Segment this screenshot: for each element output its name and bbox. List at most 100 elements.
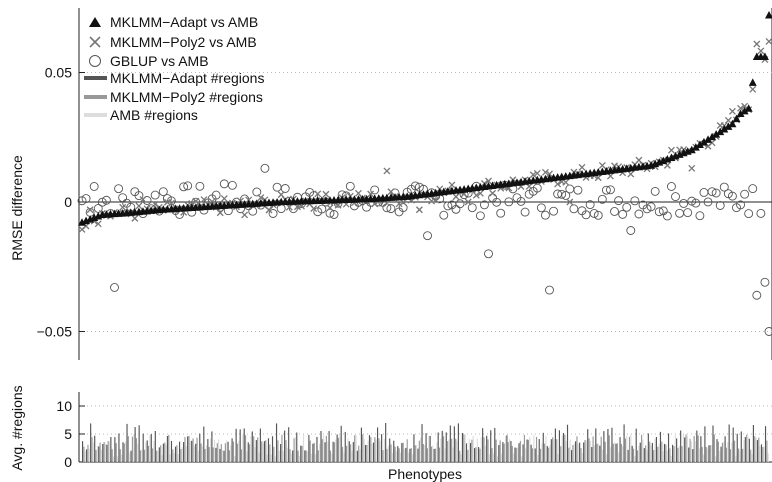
regions-bar xyxy=(518,443,520,462)
poly2-point-stroke xyxy=(728,107,736,115)
gblup-point xyxy=(752,290,762,300)
poly2-point-stroke xyxy=(135,202,143,210)
adapt-point xyxy=(716,127,725,136)
regions-bar xyxy=(320,431,322,462)
regions-bar xyxy=(428,436,430,462)
regions-bar xyxy=(110,437,112,462)
regions-bar xyxy=(371,443,373,462)
regions-bar xyxy=(305,450,307,462)
poly2-point-stroke xyxy=(525,183,533,190)
y-tick-label: 0 xyxy=(64,194,72,210)
gblup-point xyxy=(439,210,449,220)
adapt-point xyxy=(748,78,757,86)
regions-bar xyxy=(560,446,562,462)
legend-triangle-marker xyxy=(89,17,101,27)
regions-bar xyxy=(589,440,591,462)
poly2-point-stroke xyxy=(554,180,562,188)
regions-bar xyxy=(500,453,503,462)
regions-bar xyxy=(646,449,648,462)
regions-bar xyxy=(550,439,552,462)
regions-bar xyxy=(603,431,605,462)
adapt-point xyxy=(736,109,745,117)
regions-bar xyxy=(661,441,663,462)
regions-bar xyxy=(662,451,664,462)
poly2-point xyxy=(314,190,322,198)
regions-bar xyxy=(356,450,358,462)
regions-bar xyxy=(429,435,431,462)
regions-bar xyxy=(585,440,587,462)
poly2-point-stroke xyxy=(476,189,484,197)
regions-bar xyxy=(476,438,478,462)
regions-bar xyxy=(267,438,270,462)
regions-bar xyxy=(100,449,103,462)
poly2-point-stroke xyxy=(257,194,265,202)
gblup-point xyxy=(646,202,656,212)
gblup-point xyxy=(77,196,87,206)
y-tick-label: 0.05 xyxy=(45,65,72,81)
regions-bar xyxy=(401,443,403,462)
regions-bar xyxy=(544,443,546,462)
legend-label-adapt: MKLMM−Adapt vs AMB xyxy=(110,14,258,30)
regions-bar xyxy=(413,434,415,462)
regions-bar xyxy=(491,448,493,462)
gblup-point xyxy=(622,202,632,212)
regions-bar xyxy=(538,439,540,462)
regions-bar xyxy=(82,441,84,462)
poly2-point-stroke xyxy=(598,161,606,169)
legend-label-poly2: MKLMM−Poly2 vs AMB xyxy=(110,34,257,50)
regions-bar xyxy=(673,446,675,462)
regions-bar xyxy=(201,446,204,462)
regions-bar xyxy=(511,445,513,462)
regions-bar xyxy=(426,448,428,462)
regions-bar xyxy=(137,443,139,462)
regions-bar xyxy=(678,445,680,462)
gblup-point xyxy=(370,185,380,195)
gblup-point xyxy=(479,200,489,210)
legend-x-marker xyxy=(89,36,101,48)
regions-bar xyxy=(141,449,143,462)
regions-bar xyxy=(636,450,639,462)
regions-bar xyxy=(674,434,676,462)
regions-bar xyxy=(153,441,155,462)
poly2-point xyxy=(688,164,696,172)
top-panel-y-ticks: −0.05 0 0.05 xyxy=(37,65,85,340)
gblup-point xyxy=(81,194,91,204)
regions-bar xyxy=(750,449,752,462)
regions-bar xyxy=(405,447,407,462)
poly2-point-stroke xyxy=(464,198,472,206)
regions-bar xyxy=(298,455,301,462)
regions-bar xyxy=(573,443,575,462)
regions-bar xyxy=(552,437,554,462)
poly2-point-stroke xyxy=(208,198,216,206)
regions-bar xyxy=(358,445,360,462)
regions-bar xyxy=(759,446,761,462)
x-axis-label: Phenotypes xyxy=(388,466,462,482)
regions-bar xyxy=(331,453,333,462)
regions-bar xyxy=(108,441,111,462)
gblup-point xyxy=(671,192,680,202)
regions-bar xyxy=(490,430,492,462)
poly2-point xyxy=(667,146,675,154)
regions-bar xyxy=(309,440,311,462)
regions-bar xyxy=(698,448,701,462)
regions-bar xyxy=(655,436,657,462)
gblup-point xyxy=(423,231,432,241)
regions-bar xyxy=(325,435,327,462)
regions-bar xyxy=(397,446,399,462)
regions-bar xyxy=(534,448,536,462)
regions-bar xyxy=(161,455,163,462)
regions-bar xyxy=(580,448,582,462)
gblup-point xyxy=(325,208,335,218)
poly2-point-stroke xyxy=(395,200,403,208)
regions-bar xyxy=(579,442,581,462)
regions-bar xyxy=(332,441,334,462)
regions-bar xyxy=(259,428,261,462)
regions-bar xyxy=(103,442,105,462)
regions-bar xyxy=(266,454,268,462)
regions-bar xyxy=(440,438,442,462)
regions-bar xyxy=(336,434,338,462)
gblup-point xyxy=(727,191,737,201)
regions-bar xyxy=(265,440,267,462)
poly2-point-stroke xyxy=(167,199,175,207)
poly2-point xyxy=(310,205,318,212)
